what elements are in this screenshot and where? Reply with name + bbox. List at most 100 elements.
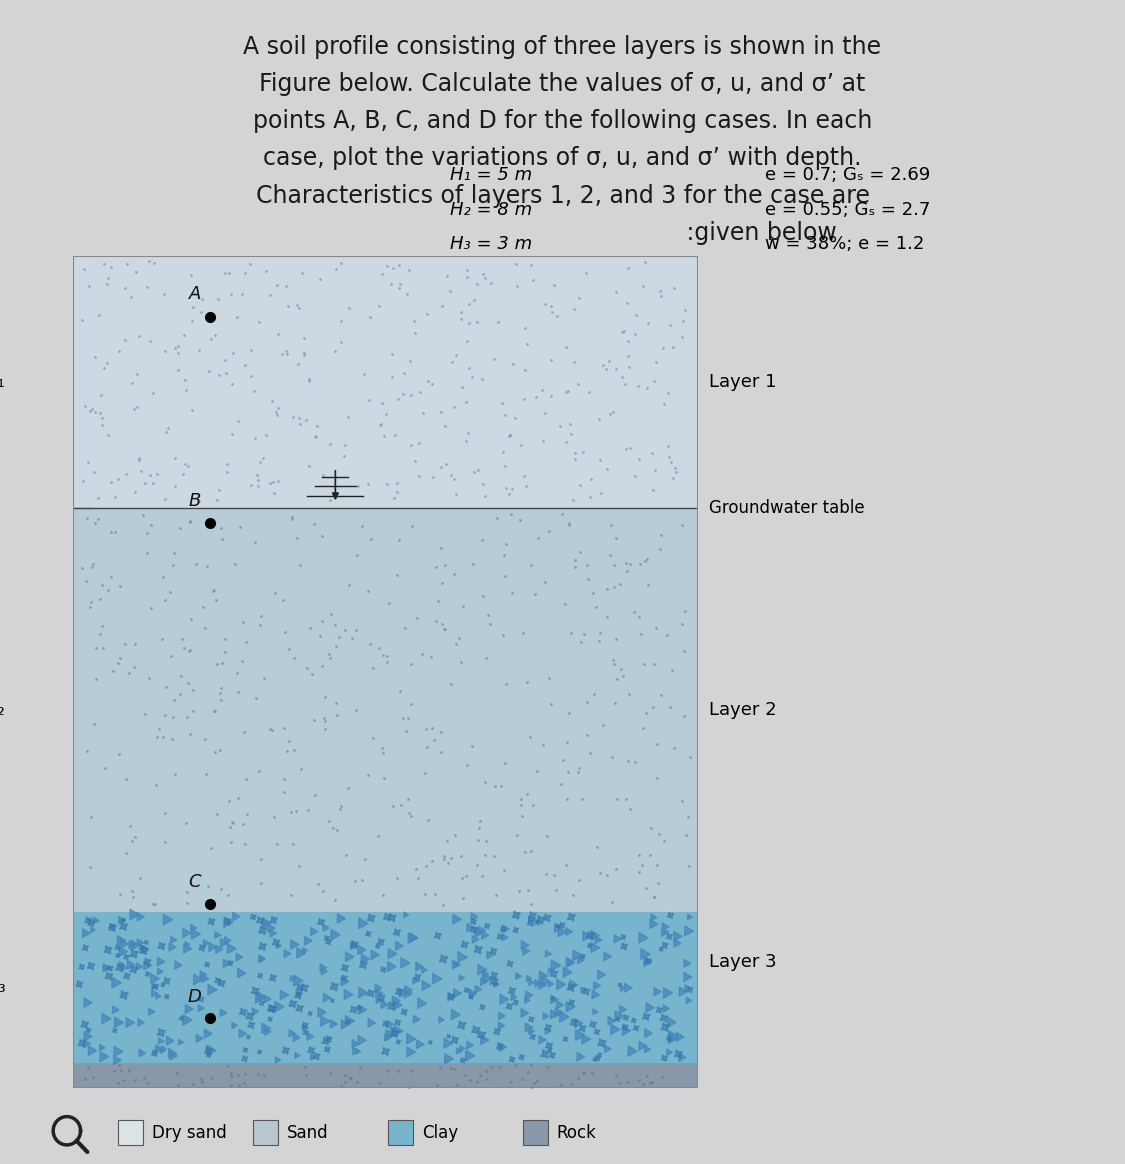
- Point: [74, 260, 92, 278]
- Point: [486, 776, 504, 795]
- Point: [378, 1028, 396, 1046]
- Point: [179, 457, 197, 476]
- Point: [179, 1000, 197, 1018]
- Point: [477, 970, 495, 988]
- Point: [137, 278, 155, 297]
- Point: [98, 353, 116, 371]
- Point: [641, 846, 659, 865]
- Point: [345, 1035, 363, 1053]
- Point: [550, 995, 568, 1014]
- Point: [612, 660, 630, 679]
- Point: [644, 443, 662, 462]
- Point: [414, 960, 432, 979]
- Point: [673, 982, 691, 1001]
- Point: [169, 956, 187, 974]
- Point: [244, 908, 262, 927]
- Point: [306, 786, 324, 804]
- Point: [622, 1042, 640, 1060]
- Point: [675, 707, 693, 725]
- Point: [442, 674, 460, 693]
- Point: [351, 1058, 369, 1077]
- Point: [523, 271, 541, 290]
- Point: [295, 942, 313, 960]
- Point: [448, 634, 466, 653]
- Point: [569, 762, 587, 781]
- Point: [663, 1029, 681, 1048]
- Point: [514, 467, 532, 485]
- Point: [647, 353, 665, 371]
- Point: [300, 1027, 318, 1045]
- Point: [156, 342, 174, 361]
- Point: [106, 973, 124, 992]
- Point: [619, 1072, 637, 1091]
- Point: [382, 944, 400, 963]
- Point: [158, 910, 176, 929]
- Point: [137, 934, 155, 952]
- Point: [133, 461, 151, 480]
- Point: [460, 918, 478, 937]
- Point: [245, 428, 263, 447]
- Point: [659, 1043, 677, 1062]
- Point: [126, 828, 144, 846]
- Point: [460, 1071, 478, 1090]
- Point: [558, 789, 576, 808]
- Point: [148, 464, 166, 483]
- Point: [312, 1003, 330, 1022]
- Point: [224, 425, 242, 443]
- Point: [448, 1076, 466, 1094]
- Point: [565, 491, 583, 510]
- Point: [163, 1046, 181, 1065]
- Point: [256, 261, 274, 279]
- Point: [522, 1078, 540, 1096]
- Point: [410, 1035, 428, 1053]
- Point: [110, 577, 128, 596]
- Point: [120, 663, 138, 682]
- Point: [521, 729, 539, 747]
- Point: [74, 471, 92, 490]
- Point: [516, 318, 534, 336]
- Point: [582, 469, 600, 488]
- Point: [364, 945, 382, 964]
- Point: [479, 605, 497, 624]
- Point: [522, 910, 540, 929]
- Point: [106, 523, 124, 541]
- Point: [278, 741, 296, 760]
- Point: [411, 434, 429, 453]
- Point: [148, 1039, 166, 1058]
- Point: [621, 800, 639, 818]
- Point: [458, 261, 476, 279]
- Point: [378, 475, 396, 494]
- Point: [655, 1009, 673, 1028]
- Point: [648, 734, 666, 753]
- Point: [174, 464, 192, 483]
- Point: [378, 908, 396, 927]
- Point: [298, 931, 316, 950]
- Point: [318, 1041, 336, 1059]
- Point: [608, 528, 626, 547]
- Point: [578, 556, 596, 575]
- Point: [594, 355, 612, 374]
- Point: [209, 941, 227, 959]
- Point: [128, 365, 146, 384]
- Point: [433, 574, 451, 592]
- Point: [130, 450, 148, 469]
- Point: [447, 956, 465, 974]
- Point: [621, 439, 639, 457]
- Point: [603, 748, 621, 767]
- Point: [316, 918, 334, 937]
- Point: [608, 1066, 626, 1085]
- Point: [519, 986, 537, 1005]
- Point: [440, 1027, 458, 1045]
- Point: [602, 516, 620, 534]
- Point: [71, 975, 89, 994]
- Point: [492, 1016, 510, 1035]
- Point: [489, 312, 507, 331]
- Point: [474, 972, 492, 991]
- Point: [278, 345, 296, 363]
- Point: [314, 466, 332, 484]
- Point: [388, 1014, 406, 1032]
- Point: [317, 929, 335, 947]
- Point: [351, 941, 369, 959]
- Point: [538, 1058, 556, 1077]
- Point: [569, 374, 587, 392]
